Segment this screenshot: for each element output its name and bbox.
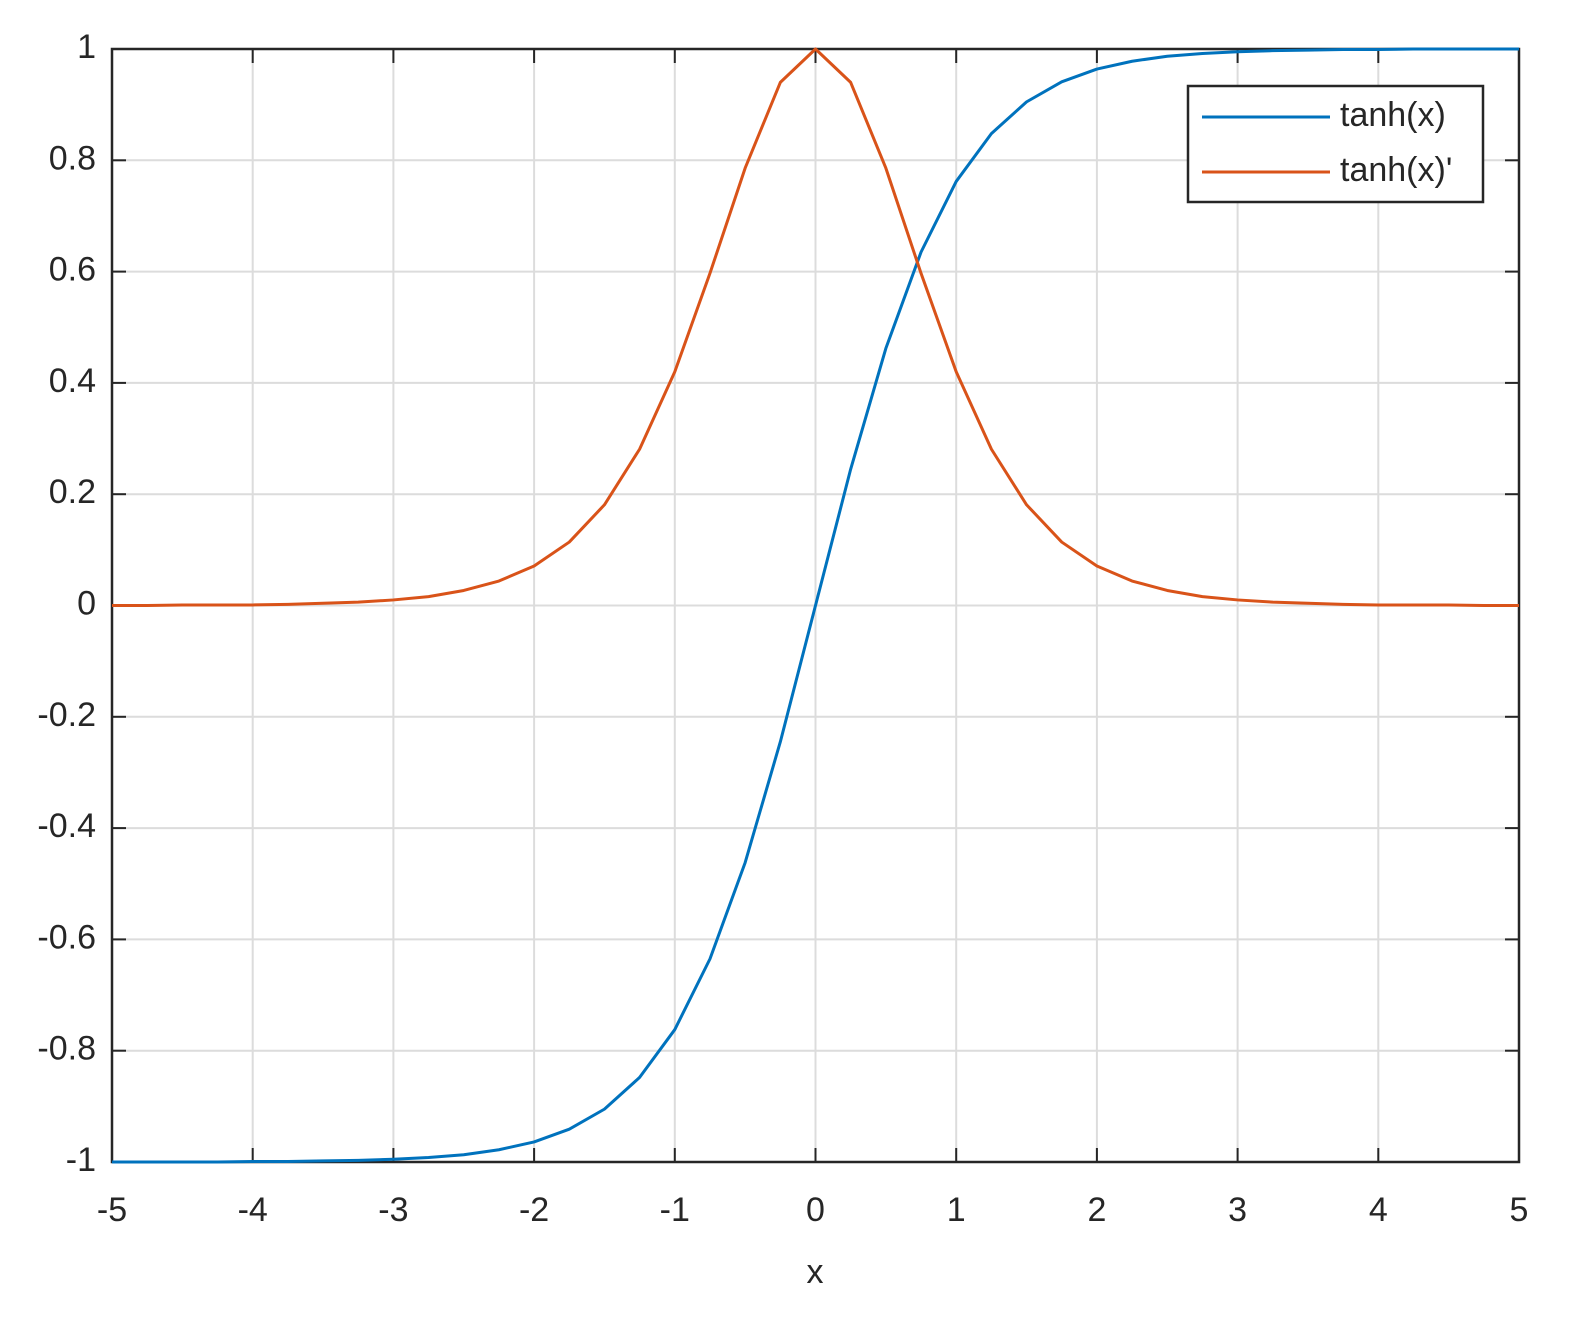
y-tick-label: 0.4 [49,362,96,400]
line [112,47,1519,607]
x-tick-label: 3 [1228,1191,1247,1229]
x-tick-label: -1 [660,1191,690,1229]
y-tick-label: 1 [77,28,96,66]
y-tick-label: -0.8 [37,1030,96,1068]
x-tick-label: 2 [1087,1191,1106,1229]
x-tick-label: 1 [947,1191,966,1229]
x-tick-label: -3 [378,1191,408,1229]
x-tick-label: 0 [806,1191,825,1229]
x-tick-label: -5 [97,1191,127,1229]
x-tick-label: 5 [1510,1191,1529,1229]
y-tick-label: -1 [66,1141,96,1179]
y-tick-label: -0.6 [37,918,96,956]
y-tick-label: 0 [77,584,96,622]
legend-box [1186,84,1485,204]
y-tick-label: 0.2 [49,473,96,511]
y-tick-label: -0.2 [37,696,96,734]
x-tick-label: -4 [238,1191,268,1229]
legend-label: tanh(x)' [1340,151,1452,189]
y-tick-label: -0.4 [37,807,96,845]
x-tick-label: -2 [519,1191,549,1229]
legend-label: tanh(x) [1340,96,1446,134]
line [112,47,1519,1164]
x-tick-label: 4 [1369,1191,1388,1229]
y-tick-label: 0.8 [49,139,96,177]
x-axis-label: x [807,1253,824,1291]
y-tick-label: 0.6 [49,251,96,289]
